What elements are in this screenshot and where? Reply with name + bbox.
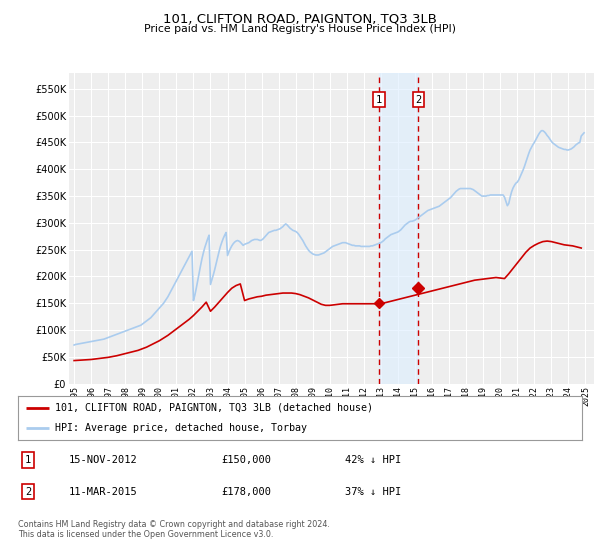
Text: £150,000: £150,000: [221, 455, 271, 465]
Bar: [379, 73, 418, 384]
Text: Contains HM Land Registry data © Crown copyright and database right 2024.
This d: Contains HM Land Registry data © Crown c…: [18, 520, 330, 539]
Text: 2: 2: [415, 95, 421, 105]
Text: 37% ↓ HPI: 37% ↓ HPI: [345, 487, 401, 497]
Text: HPI: Average price, detached house, Torbay: HPI: Average price, detached house, Torb…: [55, 423, 307, 433]
Text: Price paid vs. HM Land Registry's House Price Index (HPI): Price paid vs. HM Land Registry's House …: [144, 24, 456, 34]
Text: 42% ↓ HPI: 42% ↓ HPI: [345, 455, 401, 465]
Text: 15-NOV-2012: 15-NOV-2012: [69, 455, 137, 465]
Text: 101, CLIFTON ROAD, PAIGNTON, TQ3 3LB (detached house): 101, CLIFTON ROAD, PAIGNTON, TQ3 3LB (de…: [55, 403, 373, 413]
Text: 11-MAR-2015: 11-MAR-2015: [69, 487, 137, 497]
Text: £178,000: £178,000: [221, 487, 271, 497]
Text: 1: 1: [376, 95, 382, 105]
Text: 2: 2: [25, 487, 31, 497]
Text: 1: 1: [25, 455, 31, 465]
Text: 101, CLIFTON ROAD, PAIGNTON, TQ3 3LB: 101, CLIFTON ROAD, PAIGNTON, TQ3 3LB: [163, 12, 437, 25]
